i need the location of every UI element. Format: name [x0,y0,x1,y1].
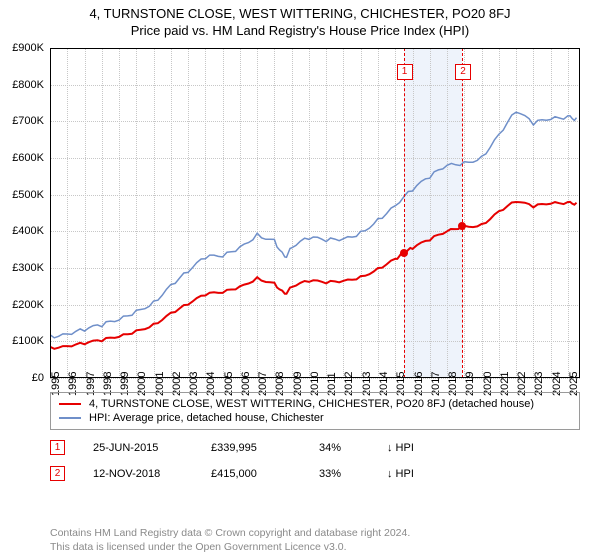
legend-item: HPI: Average price, detached house, Chic… [59,411,571,425]
legend-swatch [59,417,81,419]
sale-vs-hpi: ↓ HPI [387,468,414,480]
y-axis-label: £400K [12,225,44,237]
y-axis-label: £900K [12,42,44,54]
sale-date: 25-JUN-2015 [93,442,183,454]
y-axis-label: £300K [12,262,44,274]
y-axis-label: £600K [12,152,44,164]
sale-marker-badge: 2 [50,466,65,481]
sale-row: 2 12-NOV-2018 £415,000 33% ↓ HPI [50,466,580,481]
legend-label: 4, TURNSTONE CLOSE, WEST WITTERING, CHIC… [89,398,534,410]
footer-line: This data is licensed under the Open Gov… [50,540,410,554]
y-axis-label: £500K [12,189,44,201]
legend-label: HPI: Average price, detached house, Chic… [89,412,324,424]
chart-area: £0£100K£200K£300K£400K£500K£600K£700K£80… [50,48,580,378]
sale-price: £415,000 [211,468,291,480]
footer: Contains HM Land Registry data © Crown c… [50,526,410,554]
y-axis-label: £800K [12,79,44,91]
legend-swatch [59,403,81,405]
legend: 4, TURNSTONE CLOSE, WEST WITTERING, CHIC… [50,392,580,430]
sale-marker-badge: 1 [50,440,65,455]
y-axis-label: £700K [12,115,44,127]
chart-title: 4, TURNSTONE CLOSE, WEST WITTERING, CHIC… [0,0,600,21]
sale-row: 1 25-JUN-2015 £339,995 34% ↓ HPI [50,440,580,455]
sale-pct: 34% [319,442,359,454]
sale-price: £339,995 [211,442,291,454]
footer-line: Contains HM Land Registry data © Crown c… [50,526,410,540]
y-axis-label: £200K [12,299,44,311]
sale-vs-hpi: ↓ HPI [387,442,414,454]
plot-border [50,48,580,378]
y-axis-label: £100K [12,335,44,347]
sale-pct: 33% [319,468,359,480]
y-axis-label: £0 [32,372,44,384]
legend-item: 4, TURNSTONE CLOSE, WEST WITTERING, CHIC… [59,397,571,411]
chart-subtitle: Price paid vs. HM Land Registry's House … [0,21,600,38]
sale-date: 12-NOV-2018 [93,468,183,480]
